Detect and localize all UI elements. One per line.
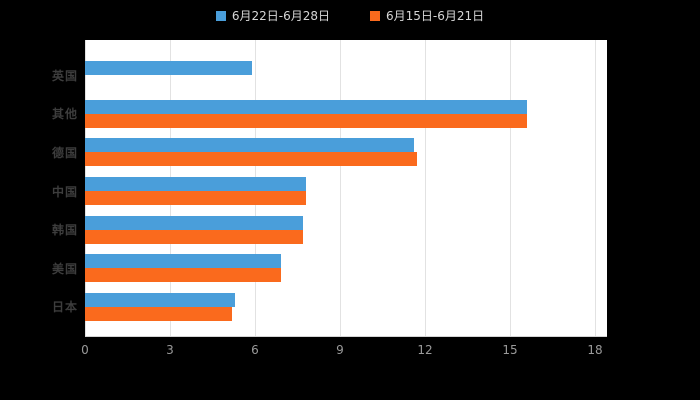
x-axis-line xyxy=(85,336,607,337)
x-tick-label: 12 xyxy=(417,343,433,357)
legend-swatch-icon xyxy=(370,10,380,21)
bar-series-2 xyxy=(85,191,306,206)
category-label: 中国 xyxy=(51,184,78,199)
category-label: 美国 xyxy=(51,261,78,276)
bar-group xyxy=(85,95,595,134)
plot-area xyxy=(85,40,607,337)
bar-series-2 xyxy=(85,268,281,283)
legend-item-2[interactable]: 6月15日-6月21日 xyxy=(370,7,484,24)
bar-series-2 xyxy=(85,306,233,321)
bar-group xyxy=(85,172,595,211)
legend-item-1[interactable]: 6月22日-6月28日 xyxy=(215,7,330,24)
bar-series-1 xyxy=(85,177,306,192)
x-tick-label: 9 xyxy=(336,343,344,357)
legend-swatch-icon xyxy=(215,10,226,21)
bar-series-1 xyxy=(85,61,253,76)
gridline xyxy=(510,40,511,337)
category-label: 英国 xyxy=(51,68,78,83)
bar-series-1 xyxy=(85,138,414,153)
category-label: 其他 xyxy=(51,107,78,122)
bar-rows xyxy=(85,56,595,326)
x-axis-tick-labels: 0 3 6 9 12 15 18 xyxy=(81,343,602,361)
bar-series-1 xyxy=(85,292,236,307)
x-tick-label: 6 xyxy=(251,343,259,357)
gridline xyxy=(340,40,341,337)
category-label: 日本 xyxy=(51,300,78,315)
bar-series-1 xyxy=(85,254,281,269)
bar-group xyxy=(85,287,595,326)
x-tick-label: 3 xyxy=(166,343,174,357)
bar-group xyxy=(85,210,595,249)
bar-group xyxy=(85,56,595,95)
bar-series-1 xyxy=(85,215,304,230)
x-tick-label: 15 xyxy=(502,343,518,357)
bar-series-2 xyxy=(85,113,527,128)
bar-series-2 xyxy=(85,152,417,167)
category-label: 韩国 xyxy=(51,223,78,238)
gridline xyxy=(425,40,426,337)
bar-group xyxy=(85,249,595,288)
category-label: 德国 xyxy=(51,145,78,160)
gridline xyxy=(595,40,596,337)
bar-group xyxy=(85,133,595,172)
legend-label: 6月22日-6月28日 xyxy=(231,9,330,23)
bar-series-2 xyxy=(85,229,304,244)
chart-legend: 6月22日-6月28日 6月15日-6月21日 xyxy=(0,7,700,24)
x-tick-label: 18 xyxy=(587,343,603,357)
legend-label: 6月15日-6月21日 xyxy=(386,9,485,23)
x-tick-label: 0 xyxy=(81,343,89,357)
bar-series-1 xyxy=(85,99,527,114)
category-axis-labels: 英国其他德国中国韩国美国日本 xyxy=(0,56,78,326)
